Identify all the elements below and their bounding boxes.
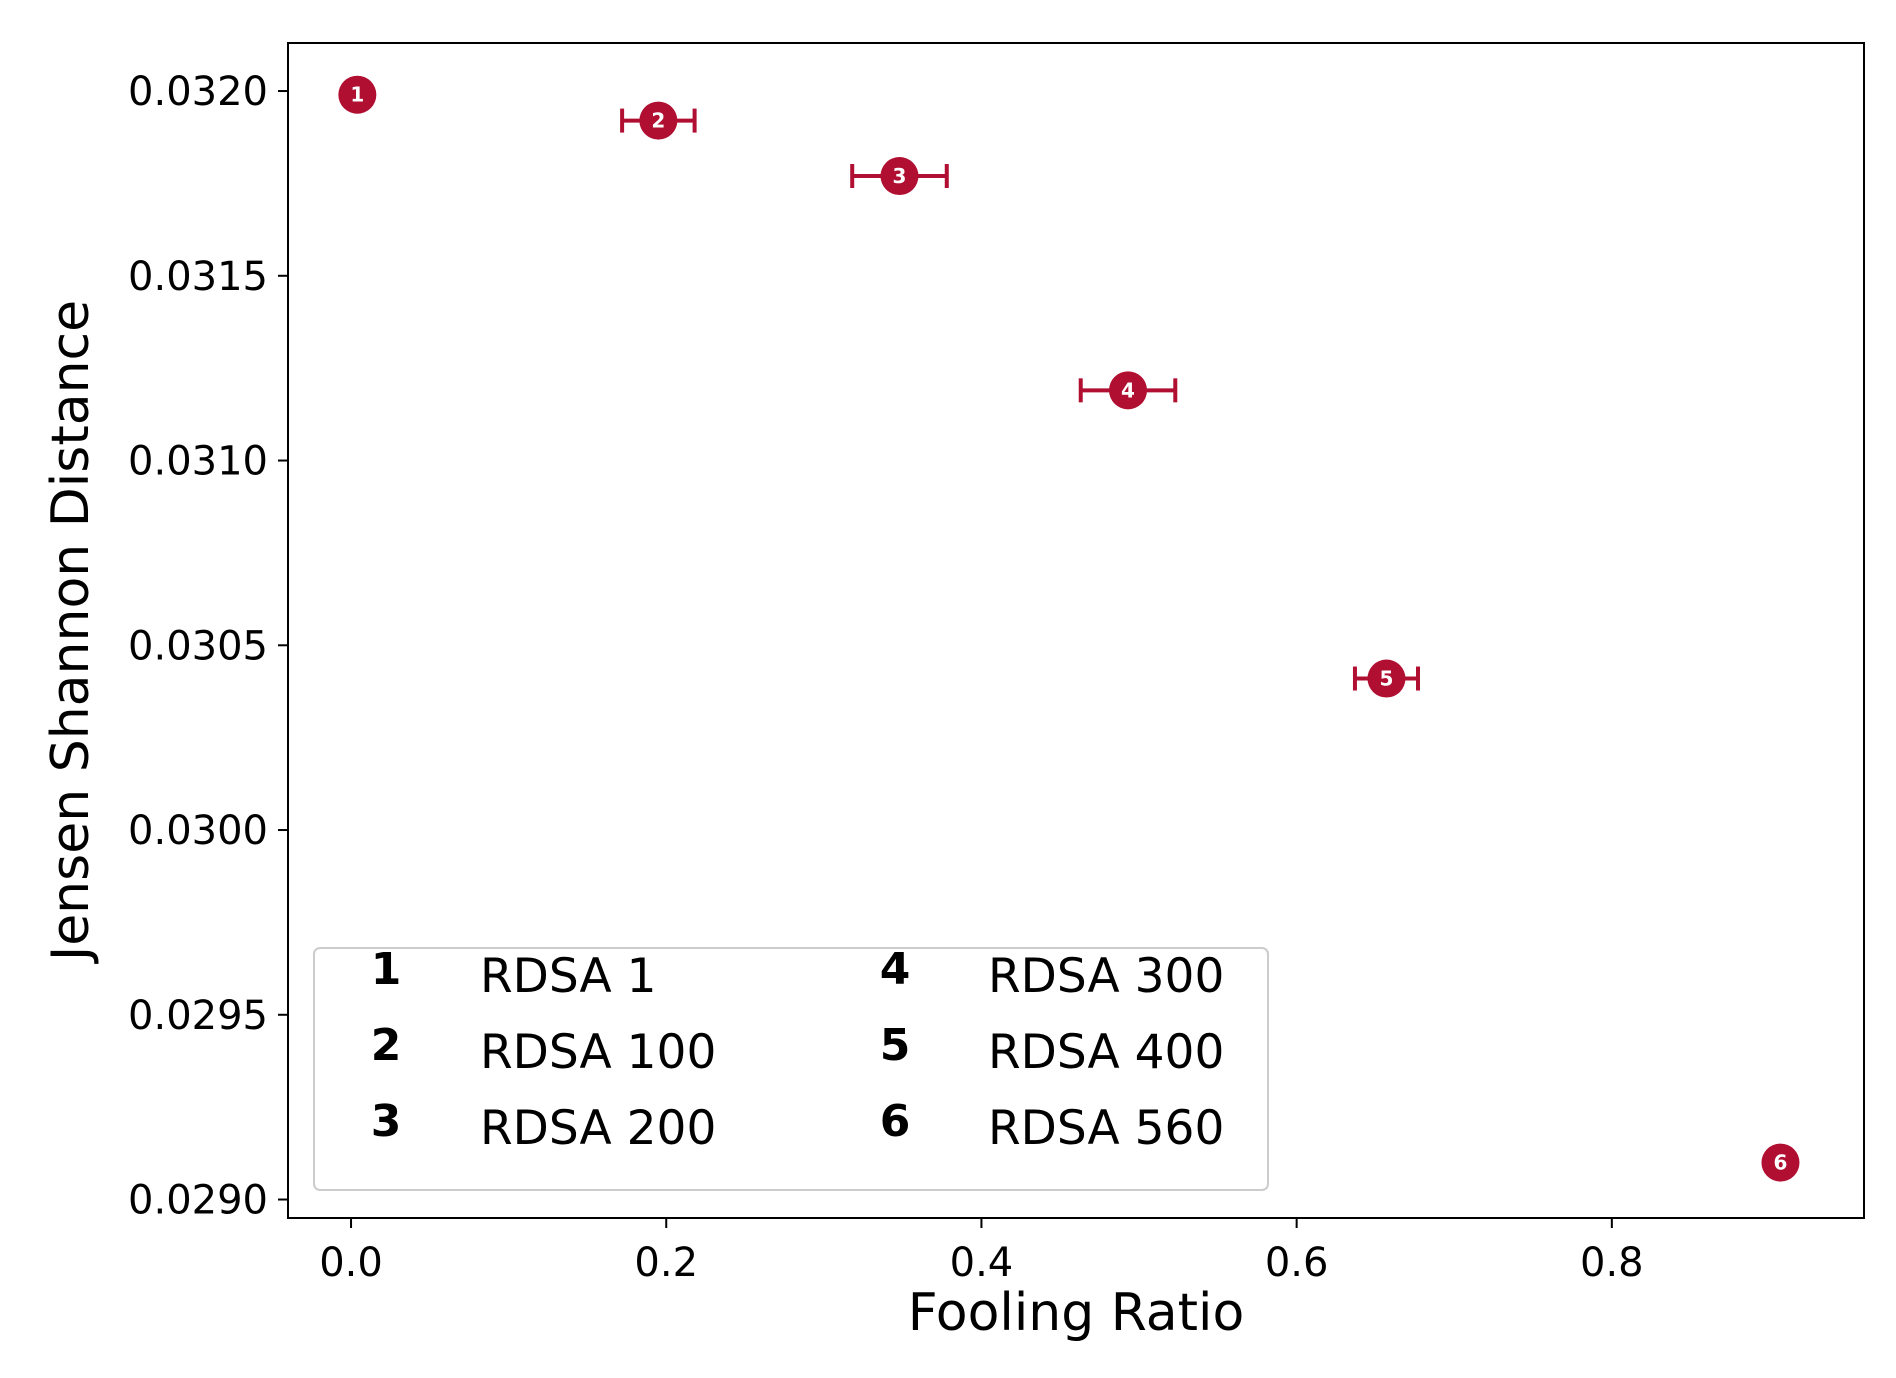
y-axis-label: Jensen Shannon Distance <box>41 300 101 964</box>
data-point-label: 2 <box>651 109 665 133</box>
legend-marker: 5 <box>880 1020 911 1071</box>
y-tick-label: 0.0295 <box>128 993 268 1039</box>
legend-marker: 3 <box>371 1096 402 1147</box>
data-point-label: 1 <box>350 83 364 107</box>
data-points: 1 2 3 4 5 6 <box>338 75 1800 1182</box>
legend-label: RDSA 560 <box>988 1101 1224 1156</box>
data-point-label: 5 <box>1380 667 1394 691</box>
plot-frame <box>287 42 1865 1219</box>
y-axis-ticks: 0.0290 0.0295 0.0300 0.0305 0.0310 0.0315 0.03… <box>128 69 288 1224</box>
x-tick-label: 0.8 <box>1580 1240 1644 1286</box>
legend-marker: 4 <box>880 944 911 995</box>
data-point <box>1367 659 1406 698</box>
data-point-label: 4 <box>1121 378 1135 402</box>
x-tick-label: 0.2 <box>634 1240 698 1286</box>
data-point-label: 6 <box>1774 1151 1788 1175</box>
data-point <box>1761 1143 1800 1182</box>
data-point <box>1109 371 1148 410</box>
legend-marker: 6 <box>880 1096 911 1147</box>
data-point <box>338 75 377 114</box>
x-tick-label: 0.0 <box>319 1240 383 1286</box>
y-tick-label: 0.0300 <box>128 808 268 854</box>
y-tick-label: 0.0320 <box>128 69 268 115</box>
x-axis-label: Fooling Ratio <box>908 1283 1245 1343</box>
y-tick-label: 0.0315 <box>128 254 268 300</box>
legend-marker: 2 <box>371 1020 402 1071</box>
legend-label: RDSA 400 <box>988 1025 1224 1080</box>
y-tick-label: 0.0290 <box>128 1178 268 1224</box>
legend-marker: 1 <box>371 944 402 995</box>
x-axis-ticks: 0.0 0.2 0.4 0.6 0.8 <box>319 1218 1644 1286</box>
data-point-label: 3 <box>893 164 907 188</box>
x-tick-label: 0.6 <box>1265 1240 1329 1286</box>
legend-label: RDSA 100 <box>480 1025 716 1080</box>
legend-label: RDSA 300 <box>988 949 1224 1004</box>
legend: 1 RDSA 1 2 RDSA 100 3 RDSA 200 4 RDSA 300 5 RDSA … <box>313 944 1269 1191</box>
legend-box <box>313 947 1269 1191</box>
y-tick-label: 0.0305 <box>128 623 268 669</box>
data-point <box>880 157 919 196</box>
legend-label: RDSA 200 <box>480 1101 716 1156</box>
y-tick-label: 0.0310 <box>128 439 268 485</box>
data-point <box>639 101 678 140</box>
x-tick-label: 0.4 <box>950 1240 1014 1286</box>
legend-label: RDSA 1 <box>480 949 657 1004</box>
